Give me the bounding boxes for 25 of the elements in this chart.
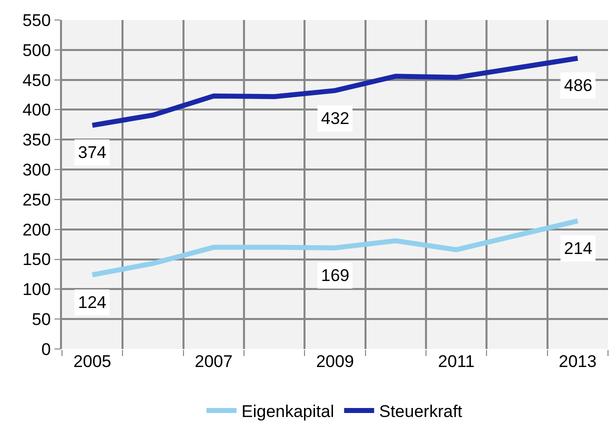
x-tick-label: 2011 — [438, 352, 475, 371]
legend-label: Steuerkraft — [379, 402, 463, 422]
x-tick-label: 2005 — [73, 352, 112, 371]
data-label: 124 — [78, 293, 106, 312]
data-label: 214 — [564, 239, 592, 258]
y-tick-label: 100 — [22, 280, 51, 300]
y-tick-label: 350 — [22, 130, 51, 150]
data-label: 486 — [564, 76, 592, 95]
data-label: 374 — [78, 143, 106, 162]
y-tick-label: 450 — [22, 70, 51, 90]
y-tick-label: 550 — [22, 10, 51, 30]
y-tick-label: 400 — [22, 100, 51, 120]
data-label: 432 — [321, 109, 350, 128]
x-tick-label: 2009 — [316, 352, 354, 371]
x-tick-label: 2007 — [194, 352, 233, 371]
data-label: 169 — [321, 266, 350, 285]
y-tick-label: 150 — [22, 250, 51, 270]
y-tick-label: 200 — [22, 220, 51, 240]
y-tick-label: 300 — [22, 160, 51, 180]
x-tick-label: 2013 — [558, 352, 597, 371]
y-tick-label: 250 — [22, 190, 51, 210]
y-tick-label: 50 — [32, 310, 51, 330]
y-tick-label: 500 — [22, 40, 51, 60]
y-tick-label: 0 — [41, 340, 51, 359]
legend-label: Eigenkapital — [242, 402, 334, 422]
